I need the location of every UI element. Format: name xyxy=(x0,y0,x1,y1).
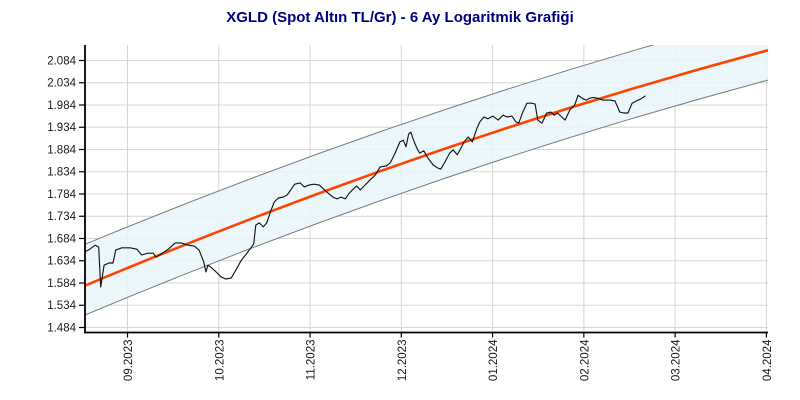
y-tick-label: 1.684 xyxy=(47,233,76,245)
y-tick-label: 1.584 xyxy=(47,278,76,290)
x-tick-label: 10.2023 xyxy=(214,340,226,382)
y-tick-label: 1.784 xyxy=(47,189,76,201)
y-tick-label: 2.084 xyxy=(47,55,76,67)
y-tick-label: 1.634 xyxy=(47,256,76,268)
x-tick-label: 11.2023 xyxy=(306,340,318,381)
y-tick-label: 1.834 xyxy=(47,167,76,179)
x-tick-label: 04.2024 xyxy=(762,339,774,381)
x-tick-label: 09.2023 xyxy=(123,340,135,382)
y-tick-label: 1.934 xyxy=(47,122,76,134)
channel-upper-line xyxy=(85,45,655,245)
chart-title: XGLD (Spot Altın TL/Gr) - 6 Ay Logaritmi… xyxy=(226,9,574,26)
regression-channel-band xyxy=(85,45,768,316)
y-tick-label: 2.034 xyxy=(47,78,76,90)
price-line xyxy=(85,94,646,288)
x-tick-label: 01.2024 xyxy=(488,339,500,381)
y-tick-label: 1.734 xyxy=(47,211,76,223)
y-tick-label: 1.484 xyxy=(47,322,76,334)
x-tick-label: 02.2024 xyxy=(579,339,591,381)
x-tick-label: 03.2024 xyxy=(671,339,683,381)
y-tick-label: 1.534 xyxy=(47,300,76,312)
y-tick-label: 1.884 xyxy=(47,144,76,156)
channel-lower-line xyxy=(85,79,768,316)
x-tick-label: 12.2023 xyxy=(397,340,409,382)
y-tick-label: 1.984 xyxy=(47,100,76,112)
